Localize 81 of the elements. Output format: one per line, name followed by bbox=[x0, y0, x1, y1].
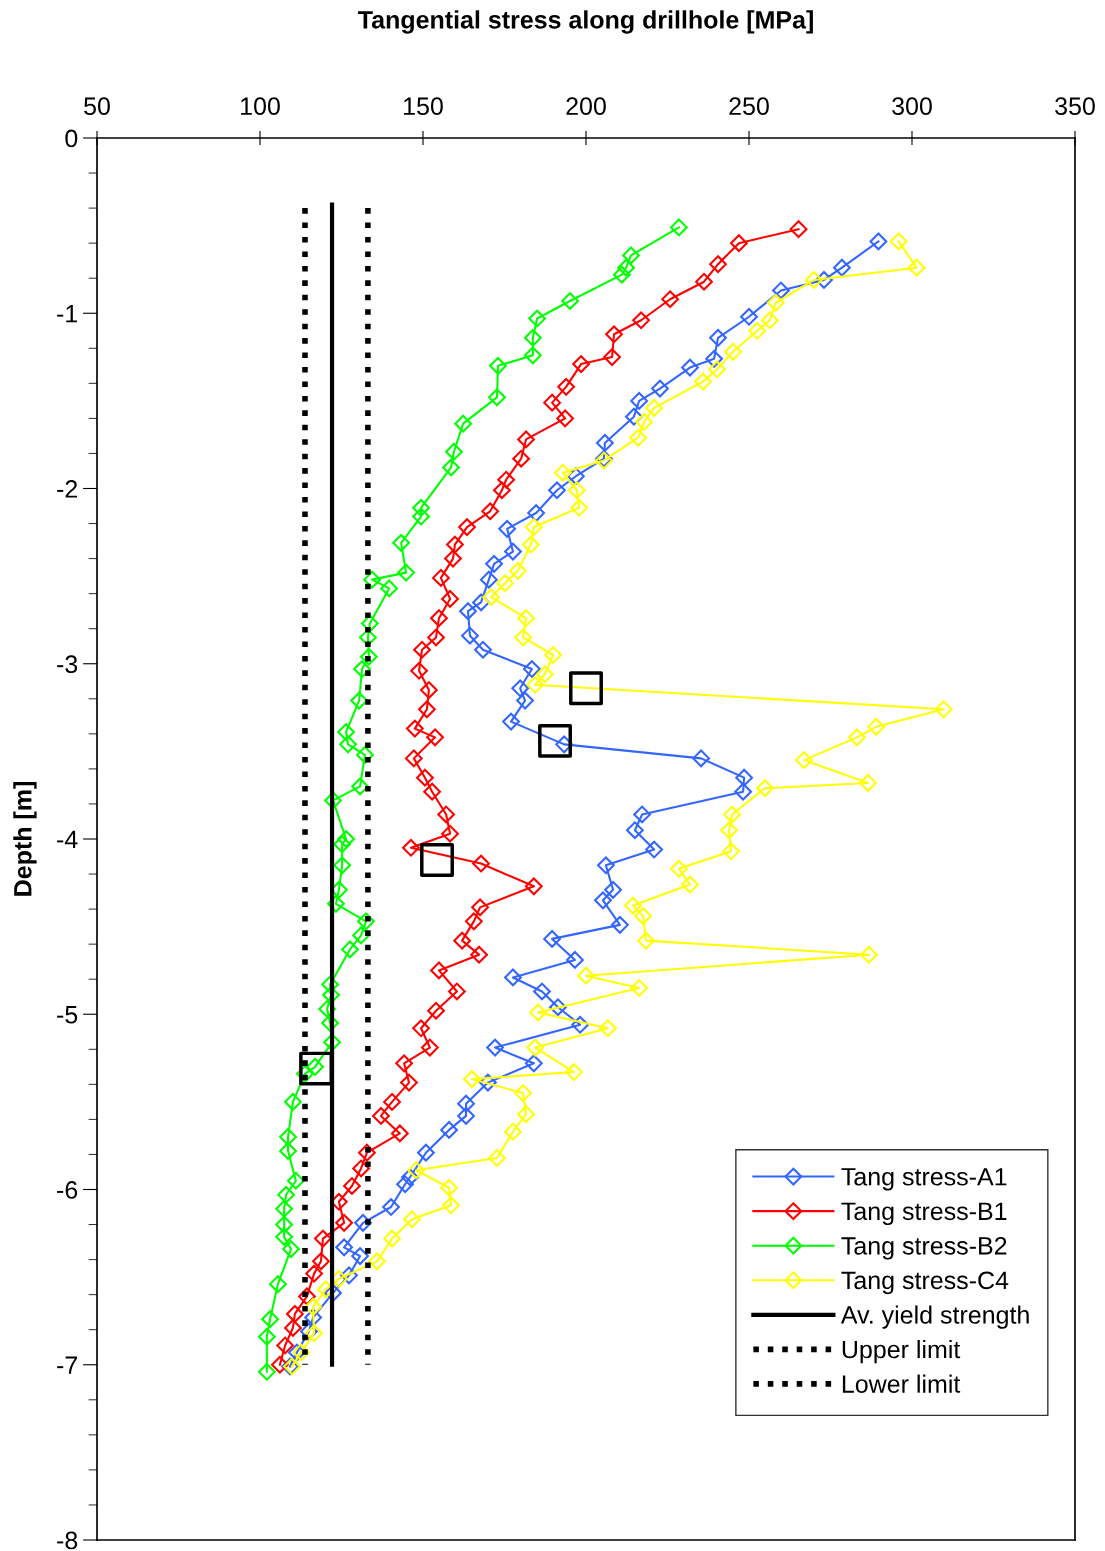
point bbox=[350, 691, 368, 710]
point bbox=[363, 570, 382, 589]
y-tick-label: -4 bbox=[57, 830, 78, 849]
y-tick-label: -6 bbox=[57, 1181, 78, 1199]
point bbox=[538, 723, 572, 758]
point bbox=[622, 246, 640, 265]
x-tick-label: 200 bbox=[566, 97, 606, 115]
point bbox=[257, 1327, 276, 1346]
point bbox=[333, 835, 352, 854]
point bbox=[339, 735, 357, 754]
legend-label: Upper limit bbox=[842, 1339, 961, 1364]
point bbox=[617, 258, 635, 277]
point bbox=[275, 1215, 294, 1234]
point bbox=[337, 830, 355, 848]
point bbox=[275, 1227, 294, 1246]
point bbox=[323, 1033, 341, 1052]
point bbox=[420, 843, 454, 877]
point bbox=[321, 1014, 339, 1032]
point bbox=[333, 856, 352, 875]
x-tick-label: 50 bbox=[84, 97, 110, 115]
point bbox=[279, 1142, 297, 1160]
point bbox=[269, 1275, 287, 1294]
point bbox=[257, 1362, 276, 1381]
y-tick-label: -5 bbox=[57, 1006, 78, 1024]
point bbox=[488, 388, 506, 407]
point bbox=[489, 356, 507, 375]
point bbox=[351, 777, 369, 796]
point bbox=[523, 328, 542, 347]
point bbox=[356, 745, 374, 764]
chart-title: Tangential stress along drillhole [MPa] bbox=[358, 10, 813, 34]
point bbox=[353, 660, 371, 678]
point bbox=[397, 563, 415, 582]
legend-label: Tang stress-B1 bbox=[841, 1202, 1007, 1226]
point bbox=[380, 579, 398, 598]
point bbox=[357, 912, 375, 931]
point bbox=[392, 533, 411, 552]
point bbox=[324, 791, 342, 810]
point bbox=[352, 926, 370, 945]
y-axis-title: Depth [m] bbox=[13, 782, 37, 896]
point bbox=[318, 1000, 337, 1018]
y-tick-label: 0 bbox=[65, 129, 78, 148]
x-tick-label: 150 bbox=[404, 97, 443, 115]
point bbox=[412, 507, 430, 526]
x-tick-label: 300 bbox=[892, 97, 932, 115]
legend-label: Tang stress-B2 bbox=[841, 1236, 1007, 1260]
point bbox=[275, 1199, 294, 1218]
point bbox=[359, 647, 378, 666]
point bbox=[569, 671, 603, 706]
legend-label: Tang stress-A1 bbox=[841, 1168, 1007, 1191]
point bbox=[612, 265, 631, 284]
legend-label: Lower limit bbox=[842, 1374, 961, 1393]
point bbox=[277, 1185, 295, 1204]
point bbox=[445, 442, 463, 461]
point bbox=[286, 1171, 305, 1190]
y-tick-label: -8 bbox=[57, 1531, 78, 1550]
point bbox=[528, 309, 546, 328]
point bbox=[322, 986, 340, 1004]
point bbox=[321, 975, 339, 994]
point bbox=[670, 218, 688, 237]
point bbox=[442, 458, 460, 477]
legend-label: Tang stress-C4 bbox=[841, 1271, 1009, 1295]
point bbox=[282, 1240, 300, 1258]
legend-label: Av. yield strength bbox=[840, 1305, 1029, 1329]
y-tick-label: -1 bbox=[57, 305, 78, 323]
point bbox=[561, 292, 579, 310]
x-tick-label: 350 bbox=[1055, 97, 1095, 115]
point bbox=[523, 346, 542, 365]
point bbox=[284, 1092, 302, 1111]
point bbox=[454, 414, 472, 433]
point bbox=[337, 723, 355, 741]
point bbox=[261, 1310, 279, 1329]
x-tick-label: 100 bbox=[241, 97, 280, 115]
x-tick-label: 250 bbox=[729, 97, 769, 115]
point bbox=[327, 894, 345, 913]
point bbox=[360, 614, 379, 633]
y-tick-label: -2 bbox=[57, 480, 77, 498]
y-tick-label: -7 bbox=[57, 1356, 77, 1374]
point bbox=[412, 498, 430, 517]
y-tick-label: -3 bbox=[57, 655, 78, 674]
point bbox=[341, 940, 359, 959]
point bbox=[279, 1128, 297, 1146]
